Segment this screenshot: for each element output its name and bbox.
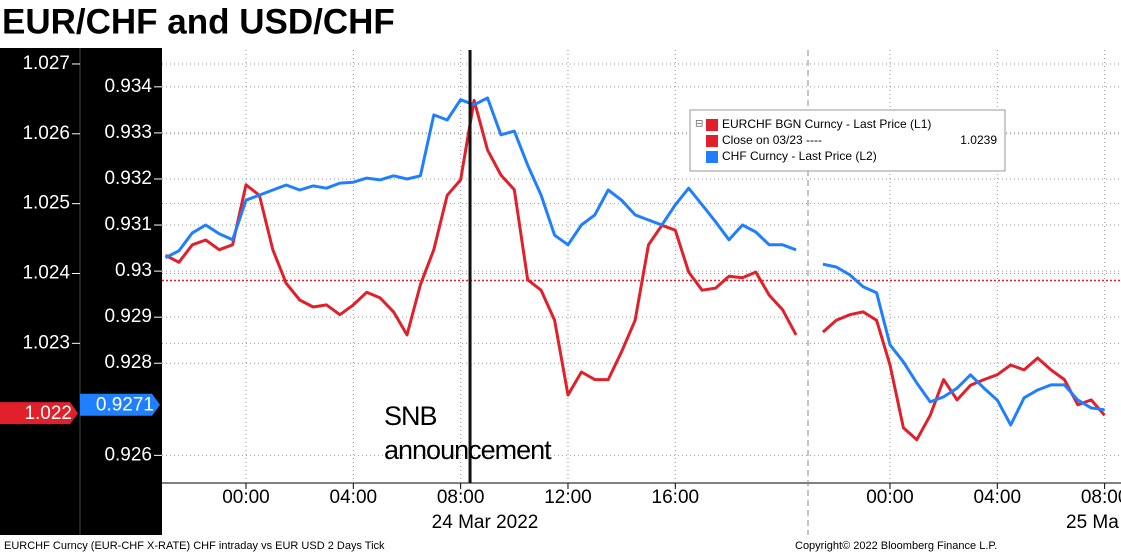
- legend-swatch: [706, 135, 718, 147]
- y2-tick-label: 0.934: [104, 76, 152, 97]
- annotation-text: SNB: [384, 401, 437, 431]
- last-price-box: [0, 402, 78, 425]
- footer-right: Copyright© 2022 Bloomberg Finance L.P.: [795, 540, 997, 552]
- last-price-label: 0.9271: [96, 395, 154, 416]
- y-tick-label: 1.024: [22, 262, 70, 283]
- y2-tick-label: 0.931: [104, 214, 152, 235]
- chart-title: EUR/CHF and USD/CHF: [2, 2, 395, 41]
- series-line: [164, 98, 1106, 442]
- legend-label: CHF Curncy - Last Price (L2): [722, 149, 877, 163]
- x-tick-label: 00:00: [866, 487, 914, 508]
- x-date-label: 24 Mar 2022: [432, 512, 539, 533]
- y-tick-label: 1.027: [22, 53, 70, 74]
- x-date-label: 25 Ma: [1066, 512, 1119, 533]
- x-tick-label: 04:00: [330, 487, 378, 508]
- y2-tick-label: 0.929: [104, 306, 152, 327]
- last-price-box: [80, 393, 160, 416]
- left-axis-panel: [0, 48, 80, 535]
- y-tick-label: 1.023: [22, 332, 70, 353]
- plot: [162, 96, 1121, 442]
- legend-value: 1.0239: [960, 133, 997, 147]
- y2-tick-label: 0.932: [104, 168, 152, 189]
- y-tick-label: 1.025: [22, 193, 70, 214]
- legend-collapse-icon: ⊟: [695, 119, 703, 130]
- y2-tick-label: 0.928: [104, 352, 152, 373]
- x-tick-label: 16:00: [652, 487, 700, 508]
- y2-tick-label: 0.933: [104, 122, 152, 143]
- second-axis-panel: [80, 48, 162, 535]
- x-tick-label: 00:00: [222, 487, 270, 508]
- series-line: [164, 96, 1105, 427]
- legend-swatch: [706, 151, 718, 163]
- legend-swatch: [706, 119, 718, 131]
- y2-tick-label: 0.93: [115, 260, 152, 281]
- legend: ⊟ EURCHF BGN Curncy - Last Price (L1) Clo…: [689, 109, 1006, 172]
- annotation-text: announcement: [384, 435, 552, 465]
- x-tick-label: 08:00: [437, 487, 485, 508]
- x-tick-label: 04:00: [974, 487, 1022, 508]
- y2-tick-label: 0.926: [104, 444, 152, 465]
- legend-label: EURCHF BGN Curncy - Last Price (L1): [722, 117, 931, 131]
- footer-left: EURCHF Curncy (EUR-CHF X-RATE) CHF intra…: [4, 540, 385, 552]
- legend-label: Close on 03/23 ----: [722, 133, 822, 147]
- x-tick-label: 12:00: [544, 487, 592, 508]
- x-tick-label: 08:00: [1081, 487, 1121, 508]
- last-price-label: 1.022: [24, 403, 72, 424]
- y-tick-label: 1.026: [22, 123, 70, 144]
- legend-box: [689, 109, 1006, 172]
